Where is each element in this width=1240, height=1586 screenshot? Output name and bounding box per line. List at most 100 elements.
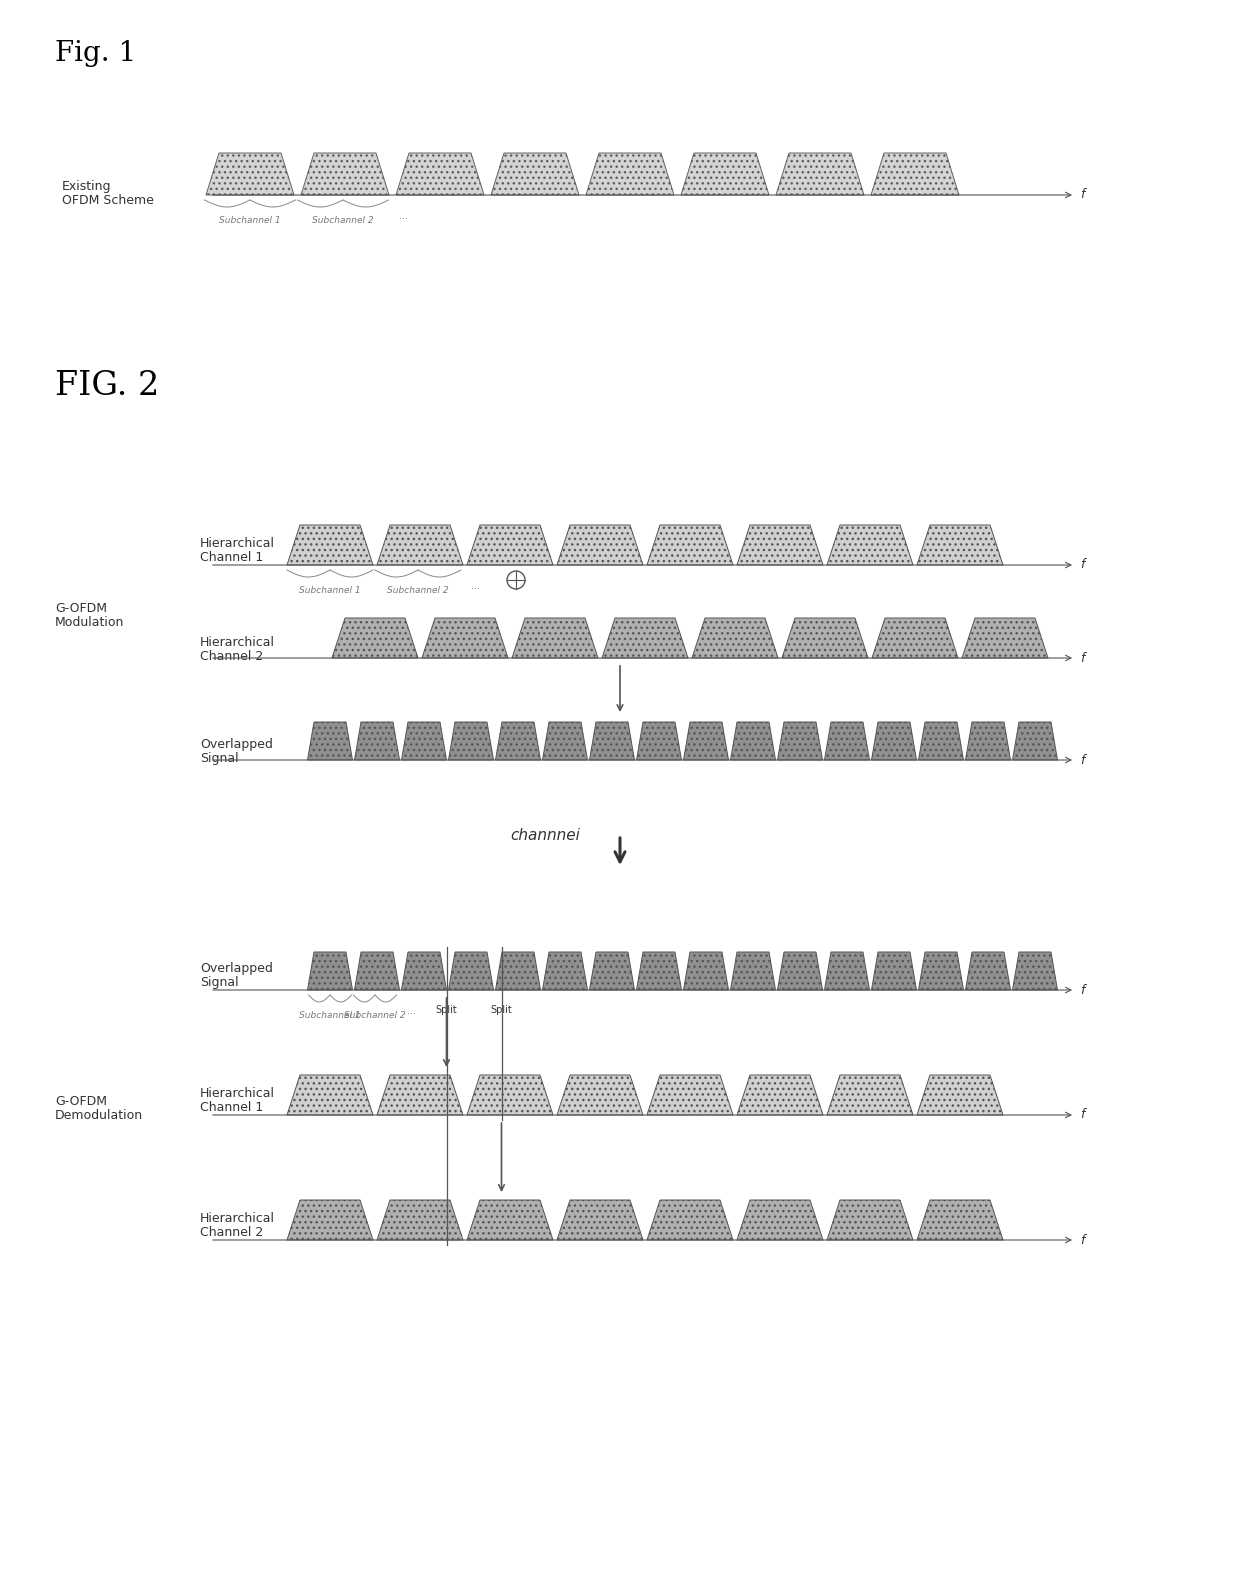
- Polygon shape: [449, 722, 494, 760]
- Polygon shape: [1013, 952, 1058, 990]
- Text: f: f: [1080, 558, 1084, 571]
- Polygon shape: [467, 525, 553, 565]
- Text: Signal: Signal: [200, 752, 238, 764]
- Polygon shape: [396, 152, 484, 195]
- Circle shape: [507, 571, 525, 588]
- Polygon shape: [681, 152, 769, 195]
- Polygon shape: [918, 1201, 1003, 1240]
- Polygon shape: [966, 722, 1011, 760]
- Text: f: f: [1080, 652, 1084, 665]
- Text: ...: ...: [407, 1006, 415, 1017]
- Polygon shape: [782, 619, 868, 658]
- Text: f: f: [1080, 189, 1084, 201]
- Text: Subchannel 2: Subchannel 2: [387, 585, 449, 595]
- Polygon shape: [377, 525, 463, 565]
- Polygon shape: [467, 1201, 553, 1240]
- Polygon shape: [777, 952, 822, 990]
- Polygon shape: [827, 1075, 913, 1115]
- Polygon shape: [206, 152, 294, 195]
- Polygon shape: [872, 722, 916, 760]
- Polygon shape: [825, 722, 869, 760]
- Text: channnei: channnei: [510, 828, 580, 842]
- Polygon shape: [467, 1075, 553, 1115]
- Polygon shape: [872, 619, 959, 658]
- Polygon shape: [308, 952, 352, 990]
- Polygon shape: [827, 525, 913, 565]
- Polygon shape: [737, 525, 823, 565]
- Text: Subchannel 1: Subchannel 1: [299, 585, 361, 595]
- Text: f: f: [1080, 983, 1084, 996]
- Polygon shape: [496, 952, 541, 990]
- Polygon shape: [827, 1201, 913, 1240]
- Text: Existing: Existing: [62, 179, 112, 193]
- Polygon shape: [683, 952, 729, 990]
- Polygon shape: [636, 722, 682, 760]
- Polygon shape: [730, 722, 775, 760]
- Text: Channel 1: Channel 1: [200, 550, 263, 565]
- Polygon shape: [918, 525, 1003, 565]
- Text: Split: Split: [491, 1006, 512, 1015]
- Polygon shape: [966, 952, 1011, 990]
- Polygon shape: [557, 1075, 644, 1115]
- Polygon shape: [1013, 722, 1058, 760]
- Polygon shape: [543, 722, 588, 760]
- Text: Channel 2: Channel 2: [200, 1226, 263, 1239]
- Polygon shape: [692, 619, 777, 658]
- Polygon shape: [355, 952, 399, 990]
- Text: Demodulation: Demodulation: [55, 1109, 143, 1121]
- Polygon shape: [512, 619, 598, 658]
- Polygon shape: [647, 1075, 733, 1115]
- Polygon shape: [737, 1075, 823, 1115]
- Polygon shape: [557, 1201, 644, 1240]
- Text: Split: Split: [435, 1006, 458, 1015]
- Text: Hierarchical: Hierarchical: [200, 1212, 275, 1224]
- Text: Hierarchical: Hierarchical: [200, 636, 275, 649]
- Polygon shape: [286, 1201, 373, 1240]
- Polygon shape: [422, 619, 508, 658]
- Polygon shape: [776, 152, 864, 195]
- Text: OFDM Scheme: OFDM Scheme: [62, 193, 154, 208]
- Text: Modulation: Modulation: [55, 615, 124, 628]
- Text: Subchannel 1: Subchannel 1: [299, 1010, 361, 1020]
- Polygon shape: [491, 152, 579, 195]
- Text: f: f: [1080, 1109, 1084, 1121]
- Polygon shape: [825, 952, 869, 990]
- Polygon shape: [377, 1075, 463, 1115]
- Polygon shape: [589, 952, 635, 990]
- Polygon shape: [647, 1201, 733, 1240]
- Text: Subchannel 2: Subchannel 2: [345, 1010, 405, 1020]
- Polygon shape: [589, 722, 635, 760]
- Polygon shape: [962, 619, 1048, 658]
- Polygon shape: [286, 525, 373, 565]
- Polygon shape: [587, 152, 675, 195]
- Text: Subchannel 1: Subchannel 1: [219, 216, 280, 225]
- Polygon shape: [601, 619, 688, 658]
- Text: Overlapped: Overlapped: [200, 737, 273, 752]
- Text: G-OFDM: G-OFDM: [55, 1094, 107, 1109]
- Text: f: f: [1080, 1234, 1084, 1247]
- Text: Channel 1: Channel 1: [200, 1101, 263, 1113]
- Polygon shape: [557, 525, 644, 565]
- Polygon shape: [683, 722, 729, 760]
- Polygon shape: [647, 525, 733, 565]
- Polygon shape: [919, 952, 963, 990]
- Text: G-OFDM: G-OFDM: [55, 601, 107, 614]
- Polygon shape: [286, 1075, 373, 1115]
- Text: Signal: Signal: [200, 975, 238, 990]
- Text: FIG. 2: FIG. 2: [55, 370, 159, 401]
- Polygon shape: [543, 952, 588, 990]
- Polygon shape: [777, 722, 822, 760]
- Text: ...: ...: [471, 580, 480, 592]
- Polygon shape: [636, 952, 682, 990]
- Polygon shape: [402, 952, 446, 990]
- Polygon shape: [402, 722, 446, 760]
- Polygon shape: [301, 152, 389, 195]
- Polygon shape: [308, 722, 352, 760]
- Polygon shape: [919, 722, 963, 760]
- Text: Hierarchical: Hierarchical: [200, 538, 275, 550]
- Polygon shape: [737, 1201, 823, 1240]
- Polygon shape: [496, 722, 541, 760]
- Text: Hierarchical: Hierarchical: [200, 1086, 275, 1101]
- Polygon shape: [918, 1075, 1003, 1115]
- Text: Subchannel 2: Subchannel 2: [312, 216, 373, 225]
